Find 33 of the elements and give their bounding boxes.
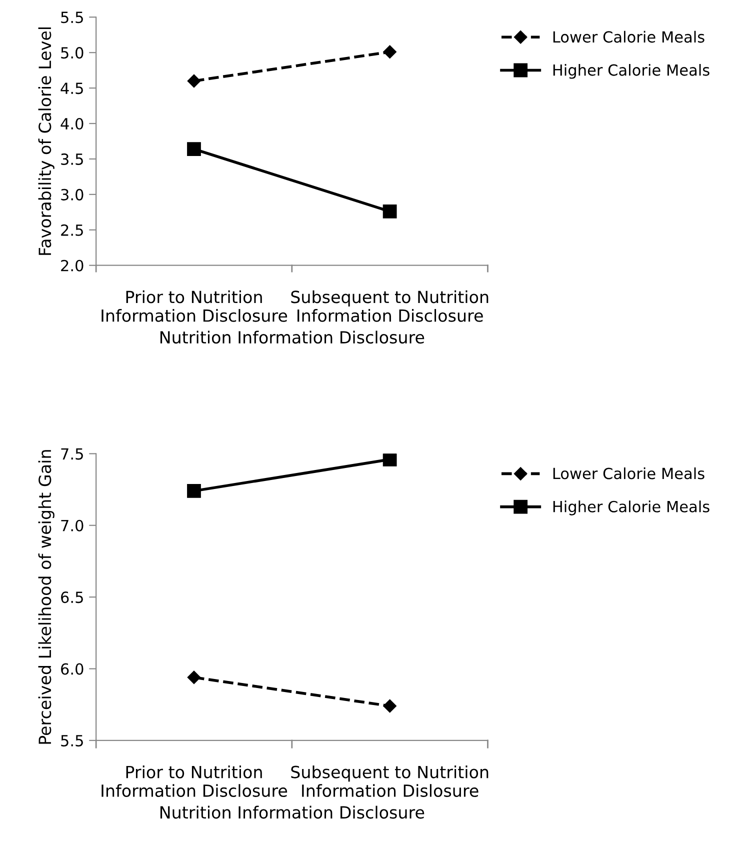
x-tick-label: Prior to Nutrition Information Disclosure: [102, 290, 288, 322]
y-tick-label: 6.5: [61, 592, 83, 604]
point: [187, 670, 201, 684]
y-tick-label: 5.0: [61, 47, 84, 59]
y-tick-label: 5.5: [61, 735, 83, 746]
y-tick-label: 3.0: [61, 188, 84, 200]
x-tick-label: Subsequent to Nutrition Information Disclosure: [291, 290, 488, 322]
legend-label: Lower Calorie Meals: [553, 30, 704, 43]
point: [187, 74, 201, 88]
x-tick-label: Prior to Nutrition Information Disclosure: [102, 765, 288, 798]
point: [382, 204, 397, 218]
y-tick-label: 7.0: [61, 520, 84, 532]
x-tick-label: Subsequent to Nutrition Information Dislosure: [291, 765, 488, 798]
point: [382, 454, 397, 466]
point: [187, 142, 201, 156]
y-tick-label: 2.0: [61, 260, 84, 272]
legend-label: Higher Calorie Meals: [553, 500, 710, 516]
y-tick-label: 5.5: [61, 12, 83, 24]
point: [187, 484, 201, 498]
y-axis-title: Favorability of Calorie Level: [38, 27, 54, 255]
y-tick-label: 3.5: [61, 153, 83, 165]
y-tick-label: 7.5: [61, 448, 83, 460]
y-tick-label: 6.0: [61, 663, 84, 675]
legend-label: Higher Calorie Meals: [553, 64, 710, 79]
point: [383, 45, 396, 58]
y-tick-label: 4.0: [60, 118, 84, 130]
y-tick-label: 2.5: [61, 224, 83, 236]
y-axis-title: Perceived Likelihood of weight Gain: [38, 450, 54, 744]
x-axis-title: Nutrition Information Disclosure: [160, 806, 424, 819]
y-tick-label: 4.5: [60, 82, 83, 94]
point: [383, 699, 396, 713]
x-axis-title: Nutrition Information Disclosure: [160, 330, 424, 344]
legend-label: Lower Calorie Meals: [553, 467, 704, 480]
